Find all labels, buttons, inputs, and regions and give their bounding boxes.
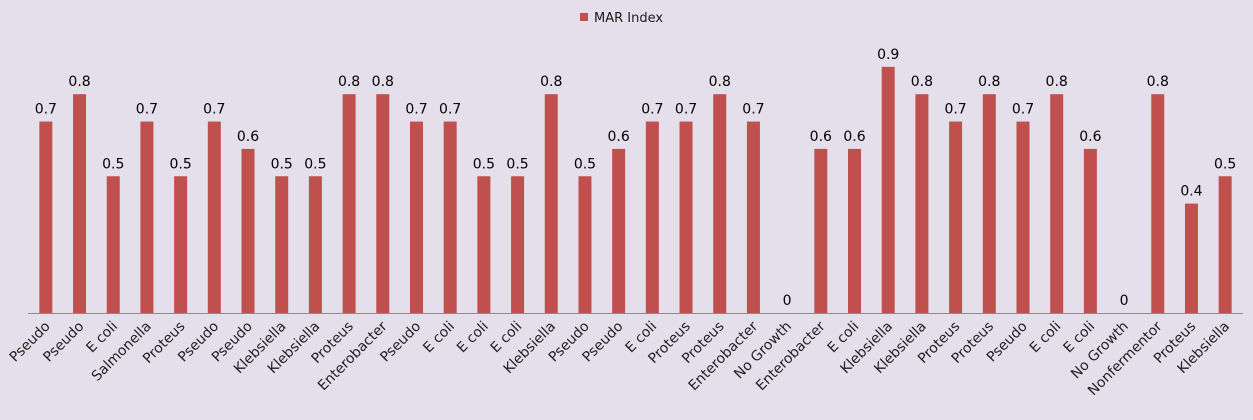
bar xyxy=(39,121,53,313)
legend-label: MAR Index xyxy=(594,11,663,26)
bar xyxy=(1184,203,1198,313)
bar xyxy=(511,176,525,313)
data-label: 0.8 xyxy=(709,74,731,90)
data-label: 0.7 xyxy=(35,102,57,118)
data-label: 0.7 xyxy=(203,102,225,118)
data-label: 0.6 xyxy=(843,129,865,145)
bar xyxy=(106,176,120,313)
bar xyxy=(477,176,491,313)
bar xyxy=(645,121,659,313)
data-label: 0 xyxy=(783,293,792,309)
data-label: 0.5 xyxy=(506,156,528,172)
data-label: 0 xyxy=(1120,293,1129,309)
bar xyxy=(275,176,289,313)
data-label: 0.4 xyxy=(1180,184,1202,200)
bar xyxy=(73,94,87,313)
bar xyxy=(679,121,693,313)
bar xyxy=(915,94,929,313)
bar xyxy=(140,121,154,313)
data-label: 0.7 xyxy=(439,102,461,118)
data-label: 0.8 xyxy=(1046,74,1068,90)
bar xyxy=(1151,94,1165,313)
bar xyxy=(848,148,862,313)
data-label: 0.7 xyxy=(675,102,697,118)
bar xyxy=(746,121,760,313)
bar xyxy=(713,94,727,313)
bar xyxy=(1050,94,1064,313)
data-label: 0.7 xyxy=(1012,102,1034,118)
data-label: 0.6 xyxy=(810,129,832,145)
data-label: 0.8 xyxy=(372,74,394,90)
data-label: 0.5 xyxy=(1214,156,1236,172)
bar xyxy=(308,176,322,313)
data-label: 0.5 xyxy=(304,156,326,172)
data-label: 0.5 xyxy=(169,156,191,172)
bar xyxy=(342,94,356,313)
bar xyxy=(1218,176,1232,313)
data-label: 0.8 xyxy=(1147,74,1169,90)
bar xyxy=(881,66,895,313)
bar xyxy=(443,121,457,313)
bar xyxy=(982,94,996,313)
data-label: 0.8 xyxy=(68,74,90,90)
bar xyxy=(578,176,592,313)
data-label: 0.6 xyxy=(1079,129,1101,145)
data-label: 0.5 xyxy=(574,156,596,172)
bar xyxy=(174,176,188,313)
bar xyxy=(612,148,626,313)
bar xyxy=(409,121,423,313)
data-label: 0.7 xyxy=(136,102,158,118)
bar xyxy=(1016,121,1030,313)
data-label: 0.7 xyxy=(944,102,966,118)
bar xyxy=(544,94,558,313)
data-label: 0.8 xyxy=(540,74,562,90)
bar-series xyxy=(39,66,1232,313)
bar xyxy=(949,121,963,313)
data-label: 0.6 xyxy=(608,129,630,145)
data-label: 0.8 xyxy=(911,74,933,90)
data-label: 0.5 xyxy=(271,156,293,172)
data-label: 0.5 xyxy=(102,156,124,172)
bar xyxy=(1083,148,1097,313)
bar xyxy=(241,148,255,313)
data-label: 0.5 xyxy=(473,156,495,172)
data-label: 0.7 xyxy=(405,102,427,118)
bar xyxy=(207,121,221,313)
data-label: 0.8 xyxy=(978,74,1000,90)
legend-swatch xyxy=(580,13,588,21)
bar xyxy=(814,148,828,313)
data-label: 0.7 xyxy=(641,102,663,118)
data-label: 0.6 xyxy=(237,129,259,145)
data-label: 0.8 xyxy=(338,74,360,90)
data-labels: 0.7 0.8 0.5 0.7 0.5 0.7 0.6 0.5 0.5 0.8 0.8 0.7 0.7 0… xyxy=(35,47,1237,309)
data-label: 0.9 xyxy=(877,47,899,63)
data-label: 0.7 xyxy=(742,102,764,118)
legend: MAR Index xyxy=(580,11,663,26)
bar xyxy=(376,94,390,313)
